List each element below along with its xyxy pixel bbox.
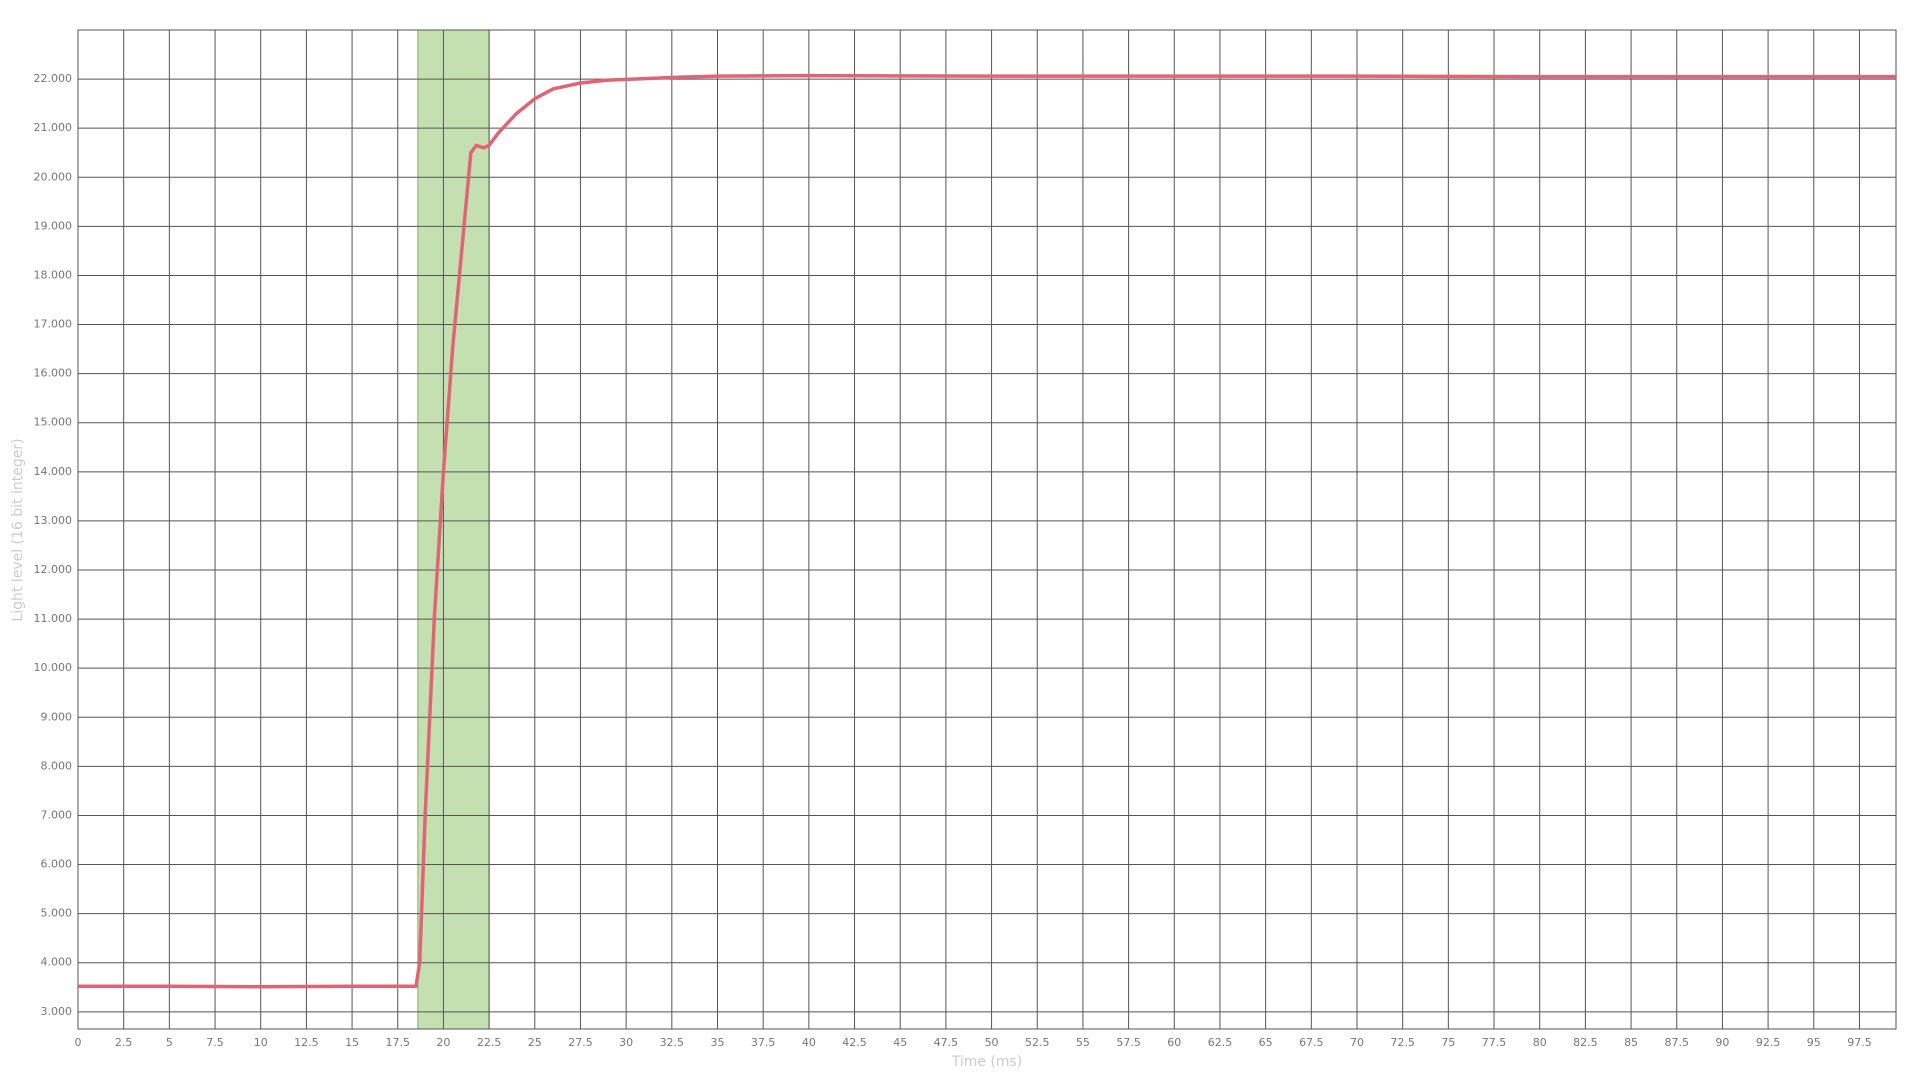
y-tick-label: 18.000 xyxy=(34,268,73,281)
y-tick-label: 10.000 xyxy=(34,661,73,674)
x-tick-label: 82.5 xyxy=(1573,1036,1598,1049)
y-tick-label: 21.000 xyxy=(34,121,73,134)
y-tick-label: 19.000 xyxy=(34,219,73,232)
x-tick-label: 0 xyxy=(75,1036,82,1049)
y-tick-label: 7.000 xyxy=(41,808,73,821)
x-tick-label: 25 xyxy=(528,1036,542,1049)
x-tick-label: 32.5 xyxy=(660,1036,685,1049)
x-tick-label: 57.5 xyxy=(1116,1036,1141,1049)
y-tick-label: 17.000 xyxy=(34,318,73,331)
y-tick-label: 12.000 xyxy=(34,563,73,576)
y-tick-label: 11.000 xyxy=(34,612,73,625)
x-tick-label: 80 xyxy=(1533,1036,1547,1049)
x-tick-label: 87.5 xyxy=(1664,1036,1689,1049)
y-tick-label: 15.000 xyxy=(34,416,73,429)
x-tick-label: 22.5 xyxy=(477,1036,502,1049)
y-tick-label: 6.000 xyxy=(41,858,73,871)
y-tick-label: 9.000 xyxy=(41,710,73,723)
x-tick-label: 92.5 xyxy=(1756,1036,1781,1049)
x-tick-label: 15 xyxy=(345,1036,359,1049)
x-tick-label: 52.5 xyxy=(1025,1036,1050,1049)
x-tick-label: 97.5 xyxy=(1847,1036,1872,1049)
x-tick-label: 55 xyxy=(1076,1036,1090,1049)
x-tick-label: 72.5 xyxy=(1390,1036,1415,1049)
x-tick-label: 37.5 xyxy=(751,1036,776,1049)
x-tick-label: 85 xyxy=(1624,1036,1638,1049)
x-tick-label: 62.5 xyxy=(1208,1036,1233,1049)
x-tick-label: 7.5 xyxy=(206,1036,224,1049)
x-tick-label: 12.5 xyxy=(294,1036,319,1049)
x-tick-label: 65 xyxy=(1259,1036,1273,1049)
y-tick-label: 3.000 xyxy=(41,1005,73,1018)
y-axis-title: Light level (16 bit integer) xyxy=(10,438,26,621)
x-tick-label: 67.5 xyxy=(1299,1036,1324,1049)
x-tick-label: 27.5 xyxy=(568,1036,593,1049)
x-tick-label: 90 xyxy=(1715,1036,1729,1049)
data-line xyxy=(78,73,1896,989)
y-tick-label: 5.000 xyxy=(41,907,73,920)
x-tick-label: 77.5 xyxy=(1482,1036,1507,1049)
x-tick-label: 10 xyxy=(254,1036,268,1049)
x-tick-label: 35 xyxy=(710,1036,724,1049)
highlight-band xyxy=(417,30,490,1029)
x-tick-label: 30 xyxy=(619,1036,633,1049)
x-tick-label: 50 xyxy=(985,1036,999,1049)
y-tick-label: 22.000 xyxy=(34,72,73,85)
y-tick-label: 20.000 xyxy=(34,170,73,183)
x-tick-label: 5 xyxy=(166,1036,173,1049)
y-tick-label: 16.000 xyxy=(34,367,73,380)
y-tick-label: 8.000 xyxy=(41,759,73,772)
x-tick-label: 75 xyxy=(1441,1036,1455,1049)
x-tick-label: 47.5 xyxy=(934,1036,959,1049)
x-tick-label: 20 xyxy=(436,1036,450,1049)
x-tick-label: 95 xyxy=(1807,1036,1821,1049)
y-tick-label: 14.000 xyxy=(34,465,73,478)
x-axis-title: Time (ms) xyxy=(951,1054,1023,1070)
y-tick-label: 13.000 xyxy=(34,514,73,527)
x-tick-label: 2.5 xyxy=(115,1036,133,1049)
x-tick-label: 40 xyxy=(802,1036,816,1049)
x-tick-label: 70 xyxy=(1350,1036,1364,1049)
x-tick-label: 45 xyxy=(893,1036,907,1049)
x-tick-label: 17.5 xyxy=(385,1036,410,1049)
plot-frame xyxy=(77,29,1897,1030)
x-tick-label: 60 xyxy=(1167,1036,1181,1049)
y-tick-label: 4.000 xyxy=(41,956,73,969)
x-tick-label: 42.5 xyxy=(842,1036,867,1049)
